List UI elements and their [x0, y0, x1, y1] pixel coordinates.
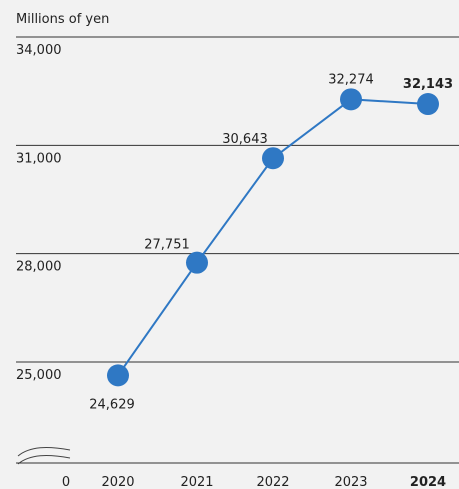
y-tick-label: 31,000: [16, 151, 62, 166]
axis-break-wave-2: [17, 455, 71, 465]
y-tick-label: 28,000: [16, 260, 62, 275]
data-label-2021: 27,751: [144, 238, 190, 253]
data-point-2024: [417, 93, 439, 116]
data-label-2023: 32,274: [328, 72, 374, 87]
x-tick-label-2024: 2024: [410, 475, 446, 489]
x-tick-label-2021: 2021: [180, 475, 213, 489]
x-origin-label: 0: [62, 475, 70, 489]
data-point-2022: [262, 147, 284, 170]
axis-break-icon: [17, 447, 71, 465]
data-label-2024: 32,143: [403, 77, 453, 92]
data-point-2020: [107, 364, 129, 387]
y-tick-label: 25,000: [16, 368, 62, 383]
data-label-2022: 30,643: [222, 132, 268, 147]
y-axis-unit-label: Millions of yen: [16, 12, 110, 27]
x-tick-label-2020: 2020: [101, 475, 134, 489]
x-tick-label-2022: 2022: [256, 475, 289, 489]
x-tick-labels: 0 2020 2021 2022 2023 2024: [62, 475, 446, 489]
x-tick-label-2023: 2023: [334, 475, 367, 489]
y-tick-labels: 25,000 28,000 31,000 34,000: [16, 43, 62, 383]
series-group: 24,629 27,751 30,643 32,274 32,143: [89, 72, 453, 412]
data-point-2023: [340, 88, 362, 111]
axis-break-wave-1: [17, 447, 71, 457]
y-tick-label: 34,000: [16, 43, 62, 58]
data-point-2021: [186, 251, 208, 274]
gridlines: [16, 36, 459, 363]
data-label-2020: 24,629: [89, 397, 135, 412]
